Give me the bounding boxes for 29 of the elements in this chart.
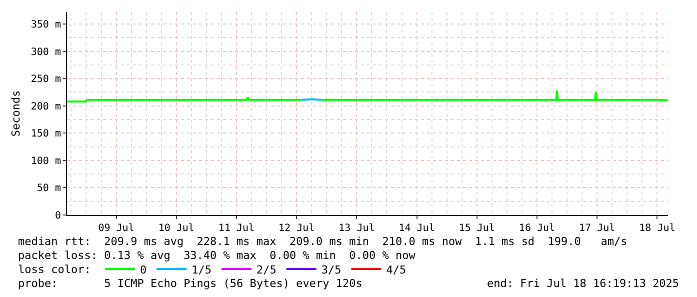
y-tick-label: 50 m [36, 183, 61, 194]
x-tick-label: 17 Jul [579, 223, 616, 234]
legend-label: 3/5 [321, 263, 342, 276]
legend-label: 1/5 [192, 263, 212, 276]
text: median rtt: 209.9 ms avg 228.1 ms max 209.0 ms min 210.0 ms now 1.1 ms sd 199.0 am/s [18, 235, 628, 248]
x-tick-label: 12 Jul [278, 223, 315, 234]
x-tick-label: 15 Jul [458, 223, 495, 234]
y-tick-label: 350 m [30, 20, 61, 31]
x-tick-label: 13 Jul [338, 223, 375, 234]
y-tick-label: 150 m [30, 128, 61, 140]
legend-label: 2/5 [256, 263, 276, 276]
y-tick-label: 300 m [30, 46, 61, 58]
y-tick-label: 250 m [30, 74, 61, 86]
x-tick-label: 14 Jul [398, 223, 435, 234]
y-tick-label: 200 m [30, 101, 61, 112]
x-tick-label: 18 Jul [639, 223, 676, 234]
text: packet loss: 0.13 % avg 33.40 % max 0.00 % min 0.00 % now [18, 249, 416, 262]
legend-label: 4/5 [386, 263, 406, 276]
text: end: Fri Jul 18 16:19:13 2025 [487, 277, 680, 290]
x-tick-label: 11 Jul [218, 223, 255, 234]
y-tick-label: 100 m [30, 156, 61, 167]
text: loss color: [18, 263, 91, 276]
text: probe: 5 ICMP Echo Pings (56 Bytes) every 120s [18, 277, 362, 290]
legend-label: 0 [140, 263, 147, 276]
x-tick-label: 09 Jul [98, 223, 134, 234]
y-axis-title: Seconds [10, 90, 23, 137]
x-tick-label: 10 Jul [158, 223, 194, 234]
y-tick-label: 0 [54, 210, 61, 222]
x-tick-label: 16 Jul [518, 223, 556, 234]
